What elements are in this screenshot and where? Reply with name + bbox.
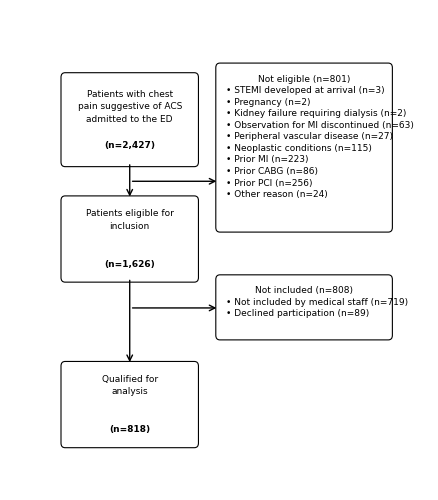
Text: • Pregnancy (n=2): • Pregnancy (n=2) (226, 98, 310, 106)
Text: • Prior MI (n=223): • Prior MI (n=223) (226, 156, 308, 164)
Text: Patients with chest: Patients with chest (86, 90, 173, 99)
FancyBboxPatch shape (61, 362, 198, 448)
Text: Qualified for: Qualified for (102, 374, 157, 384)
FancyBboxPatch shape (61, 196, 198, 282)
Text: • Prior CABG (n=86): • Prior CABG (n=86) (226, 167, 317, 176)
FancyBboxPatch shape (61, 72, 198, 166)
Text: • STEMI developed at arrival (n=3): • STEMI developed at arrival (n=3) (226, 86, 384, 95)
Text: (n=2,427): (n=2,427) (104, 140, 155, 149)
Text: Patients eligible for: Patients eligible for (85, 209, 173, 218)
Text: analysis: analysis (111, 388, 148, 396)
FancyBboxPatch shape (215, 63, 392, 232)
Text: pain suggestive of ACS: pain suggestive of ACS (78, 102, 181, 112)
Text: (n=818): (n=818) (109, 426, 150, 434)
Text: (n=1,626): (n=1,626) (104, 260, 155, 269)
Text: • Peripheral vascular disease (n=27): • Peripheral vascular disease (n=27) (226, 132, 392, 141)
Text: admitted to the ED: admitted to the ED (86, 115, 173, 124)
Text: inclusion: inclusion (110, 222, 149, 231)
Text: • Not included by medical staff (n=719): • Not included by medical staff (n=719) (226, 298, 407, 307)
Text: • Neoplastic conditions (n=115): • Neoplastic conditions (n=115) (226, 144, 371, 153)
Text: • Kidney failure requiring dialysis (n=2): • Kidney failure requiring dialysis (n=2… (226, 110, 406, 118)
Text: Not included (n=808): Not included (n=808) (254, 286, 352, 296)
Text: Not eligible (n=801): Not eligible (n=801) (257, 74, 350, 84)
Text: • Prior PCI (n=256): • Prior PCI (n=256) (226, 178, 312, 188)
Text: • Observation for MI discontinued (n=63): • Observation for MI discontinued (n=63) (226, 121, 413, 130)
Text: • Other reason (n=24): • Other reason (n=24) (226, 190, 327, 199)
FancyBboxPatch shape (215, 275, 392, 340)
Text: • Declined participation (n=89): • Declined participation (n=89) (226, 310, 368, 318)
